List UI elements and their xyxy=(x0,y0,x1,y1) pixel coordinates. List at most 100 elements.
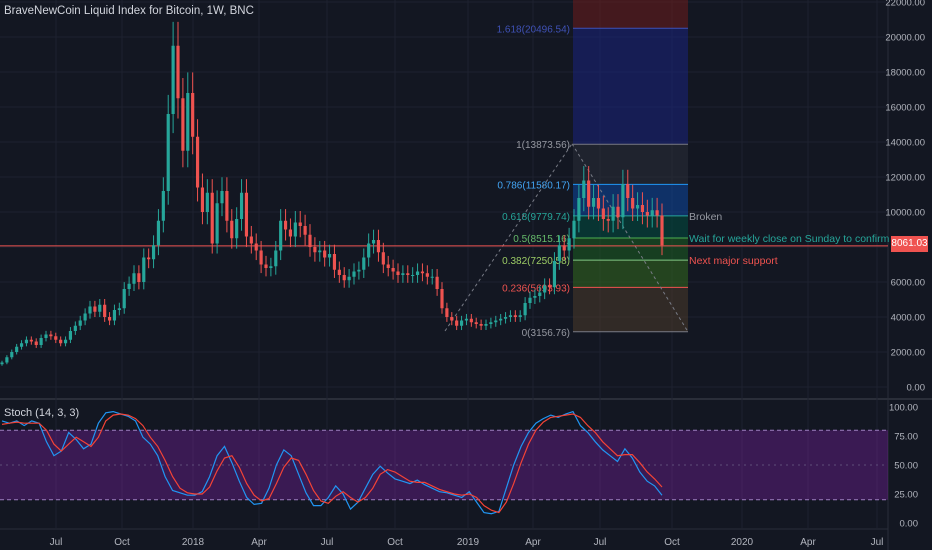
candle-body xyxy=(425,273,429,277)
candle-body xyxy=(303,226,307,235)
x-tick-label: 2018 xyxy=(182,537,205,548)
x-tick-label: Jul xyxy=(594,537,607,548)
candle-body xyxy=(557,245,561,261)
candle-body xyxy=(464,318,469,321)
candle-body xyxy=(151,245,156,260)
candle-body xyxy=(459,320,464,326)
stoch-tick-label: 100.00 xyxy=(889,403,918,414)
candle-body xyxy=(352,271,356,277)
candle-body xyxy=(15,346,19,352)
fib-level-label: 0.618(9779.74) xyxy=(502,212,570,223)
y-tick-label: 10000.00 xyxy=(885,208,925,219)
candle-body xyxy=(342,275,346,281)
candle-body xyxy=(332,254,337,270)
y-tick-label: 12000.00 xyxy=(885,173,925,184)
candle-body xyxy=(494,320,498,323)
candle-body xyxy=(24,339,29,344)
candle-body xyxy=(244,192,249,237)
candle-body xyxy=(318,250,322,253)
candle-body xyxy=(191,93,195,137)
candle-body xyxy=(279,220,283,251)
candle-body xyxy=(63,339,68,344)
candle-body xyxy=(103,304,107,317)
candle-body xyxy=(200,187,205,212)
candle-body xyxy=(538,292,542,296)
candle-body xyxy=(415,271,420,275)
fib-level-label: 0.786(11580.17) xyxy=(497,180,570,191)
candle-body xyxy=(357,269,361,272)
candle-body xyxy=(445,308,449,317)
candle-body xyxy=(572,220,576,239)
candle-body xyxy=(635,205,640,209)
page-title: BraveNewCoin Liquid Index for Bitcoin, 1… xyxy=(4,5,254,17)
candle-body xyxy=(518,315,522,317)
candle-body xyxy=(186,93,190,151)
fib-zone-0.5 xyxy=(573,237,688,261)
candle-body xyxy=(362,257,366,270)
candle-body xyxy=(93,306,97,312)
fib-level-label: 0.236(5693.93) xyxy=(502,283,570,294)
candle-body xyxy=(601,208,605,219)
candle-body xyxy=(147,257,151,260)
candle-body xyxy=(376,240,381,253)
y-tick-label: 2000.00 xyxy=(891,348,925,359)
fib-zone-1 xyxy=(573,144,688,185)
candle-body xyxy=(430,276,434,278)
candle-body xyxy=(269,266,273,268)
candle-body xyxy=(562,245,566,251)
candle-body xyxy=(112,310,117,321)
candle-body xyxy=(283,220,288,230)
x-tick-label: Apr xyxy=(525,537,541,548)
x-tick-label: Jul xyxy=(321,537,334,548)
candle-body xyxy=(215,203,219,244)
candle-body xyxy=(127,283,131,289)
candle-body xyxy=(308,234,312,247)
candle-body xyxy=(626,184,630,198)
x-tick-label: Jul xyxy=(871,537,884,548)
fib-trend-line-down xyxy=(571,143,689,333)
candle-body xyxy=(337,269,341,275)
candle-body xyxy=(5,357,9,363)
candle-body xyxy=(166,114,170,191)
candle-body xyxy=(10,352,14,358)
candle-body xyxy=(225,191,229,221)
candle-body xyxy=(54,336,58,340)
candle-body xyxy=(259,250,263,265)
candle-body xyxy=(239,192,244,219)
candle-body xyxy=(59,339,63,344)
fib-level-label: 1.618(20496.54) xyxy=(497,24,570,35)
y-tick-label: 4000.00 xyxy=(891,313,925,324)
stoch-tick-label: 75.00 xyxy=(894,432,918,443)
candle-body xyxy=(288,229,293,237)
candle-body xyxy=(528,297,532,303)
candle-body xyxy=(220,191,224,204)
candle-body xyxy=(381,252,385,265)
candle-body xyxy=(122,289,126,309)
y-tick-label: 16000.00 xyxy=(885,103,925,114)
x-tick-label: Oct xyxy=(387,537,403,548)
candle-body xyxy=(171,45,175,114)
candle-body xyxy=(396,271,400,275)
candle-body xyxy=(264,264,268,268)
candle-body xyxy=(83,313,87,321)
candle-body xyxy=(371,240,376,244)
candle-body xyxy=(19,343,24,347)
candle-body xyxy=(645,212,649,216)
candle-body xyxy=(39,338,43,345)
x-tick-label: Oct xyxy=(664,537,680,548)
candle-body xyxy=(205,192,209,212)
candle-body xyxy=(137,273,141,282)
candle-body xyxy=(401,273,405,275)
x-tick-label: 2020 xyxy=(731,537,754,548)
candle-body xyxy=(596,198,601,209)
candle-body xyxy=(533,296,537,298)
candle-body xyxy=(274,250,278,267)
candle-body xyxy=(195,136,200,188)
candle-body xyxy=(44,334,48,338)
candle-body xyxy=(386,264,390,268)
candle-body xyxy=(611,206,615,221)
fib-level-label: 1(13873.56) xyxy=(516,140,570,151)
fib-level-label: 0.382(7250.58) xyxy=(502,256,570,267)
candle-body xyxy=(552,261,557,288)
